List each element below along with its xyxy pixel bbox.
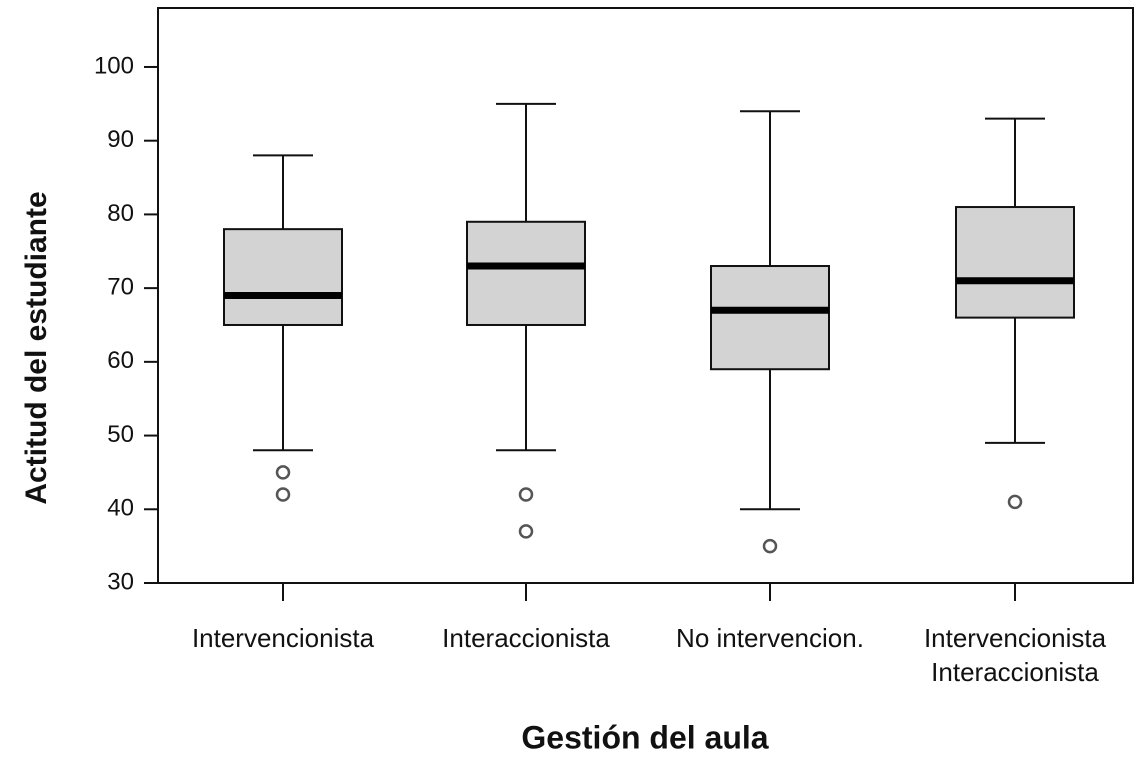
outlier: [518, 487, 534, 502]
x-axis-label: Gestión del aula: [521, 719, 768, 755]
x-tick-label: Interaccionista: [442, 623, 610, 653]
y-axis-label: Actitud del estudiante: [20, 191, 53, 504]
y-tick-label: 90: [107, 126, 134, 153]
outlier: [275, 465, 291, 480]
plot-frame: [157, 7, 1134, 584]
y-tick-label: 30: [107, 568, 134, 595]
box: [710, 265, 830, 371]
y-tick-label: 100: [94, 52, 134, 79]
box: [223, 228, 343, 326]
x-tick-label: Intervencionista Interaccionista: [923, 623, 1107, 687]
y-tick-label: 50: [107, 421, 134, 448]
outlier: [275, 487, 291, 502]
y-tick-label: 70: [107, 273, 134, 300]
outlier: [518, 524, 534, 539]
y-tick-label: 40: [107, 495, 134, 522]
y-tick-label: 80: [107, 200, 134, 227]
box: [955, 206, 1075, 319]
box: [466, 220, 586, 326]
x-tick-label: No intervencion.: [676, 623, 864, 653]
outlier: [1007, 494, 1023, 510]
x-tick-label: Intervencionista: [191, 623, 375, 653]
outlier: [762, 538, 778, 554]
y-tick-label: 60: [107, 347, 134, 374]
